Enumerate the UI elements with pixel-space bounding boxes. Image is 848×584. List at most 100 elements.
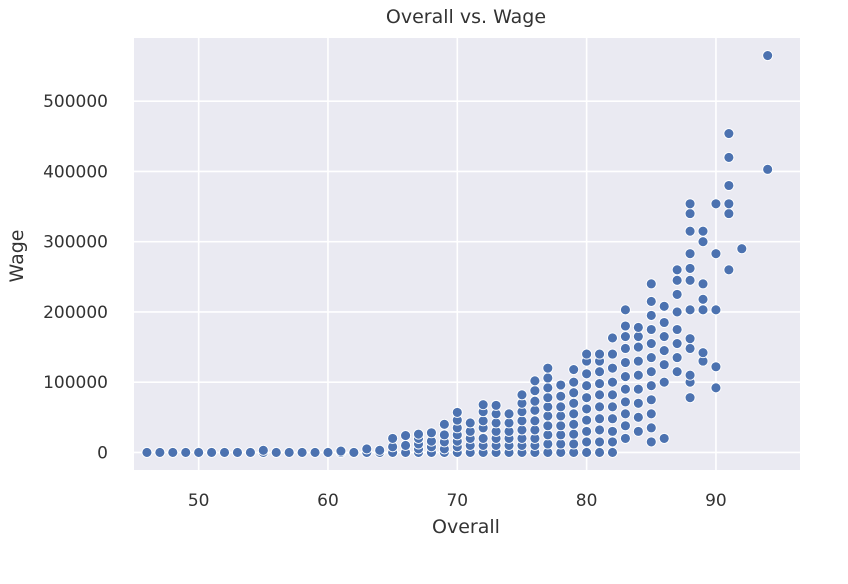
data-point (568, 418, 580, 430)
y-axis-ticks: 0 100000 200000 300000 400000 500000 (43, 92, 108, 463)
data-point (555, 429, 567, 441)
data-point (206, 446, 218, 458)
data-point (619, 331, 631, 342)
data-point (568, 397, 580, 409)
data-point (477, 399, 489, 411)
data-point (141, 446, 153, 458)
data-point (542, 392, 554, 404)
data-point (555, 379, 567, 391)
data-point (309, 446, 321, 458)
data-point (568, 387, 580, 399)
data-point (581, 392, 593, 404)
data-point (438, 429, 450, 441)
x-axis-title: Overall (432, 516, 500, 538)
data-point (632, 341, 644, 353)
data-point (645, 394, 657, 406)
data-point (607, 376, 618, 388)
data-point (244, 446, 256, 458)
data-point (322, 446, 334, 458)
data-point (671, 338, 683, 350)
data-point (607, 436, 618, 448)
data-point (568, 376, 580, 388)
data-point (658, 300, 670, 312)
data-point (619, 420, 631, 432)
data-point (425, 427, 437, 439)
data-point (710, 248, 722, 260)
data-point (607, 401, 618, 413)
data-point (697, 225, 709, 237)
data-point (671, 264, 683, 276)
data-points (141, 50, 774, 458)
data-point (516, 424, 528, 436)
data-point (594, 436, 606, 448)
data-point (632, 383, 644, 395)
data-point (671, 274, 683, 286)
data-point (594, 348, 606, 360)
data-point (632, 411, 644, 423)
data-point (607, 446, 618, 458)
data-point (542, 401, 554, 413)
data-point (283, 446, 295, 458)
x-tick-label: 50 (188, 491, 210, 511)
data-point (684, 262, 696, 274)
data-point (710, 304, 722, 316)
data-point (762, 163, 774, 175)
plot-area (134, 38, 800, 470)
data-point (451, 406, 463, 418)
data-point (581, 380, 593, 392)
x-tick-label: 90 (705, 491, 727, 511)
data-point (348, 446, 360, 458)
data-point (684, 392, 696, 404)
data-point (619, 320, 631, 332)
data-point (529, 385, 541, 397)
data-point (619, 432, 631, 444)
data-point (477, 432, 489, 444)
data-point (723, 180, 735, 191)
data-point (529, 415, 541, 427)
data-point (542, 362, 554, 374)
data-point (607, 389, 618, 401)
data-point (581, 446, 593, 458)
y-tick-label: 500000 (43, 92, 108, 112)
data-point (607, 413, 618, 425)
data-point (697, 236, 709, 248)
data-point (619, 383, 631, 395)
data-point (542, 410, 554, 422)
data-point (710, 361, 722, 373)
data-point (697, 304, 709, 316)
data-point (632, 369, 644, 381)
data-point (645, 380, 657, 392)
data-point (335, 445, 347, 457)
data-point (400, 439, 412, 451)
data-point (594, 446, 606, 458)
data-point (658, 359, 670, 371)
data-point (645, 338, 657, 350)
data-point (542, 429, 554, 441)
x-tick-label: 60 (317, 491, 339, 511)
data-point (658, 376, 670, 388)
data-point (671, 306, 683, 318)
data-point (671, 288, 683, 300)
data-point (645, 324, 657, 335)
x-axis-ticks: 50 60 70 80 90 (188, 491, 727, 511)
data-point (697, 278, 709, 290)
data-point (658, 345, 670, 357)
data-point (490, 399, 502, 411)
data-point (568, 408, 580, 420)
data-point (555, 390, 567, 402)
data-point (619, 304, 631, 316)
data-point (270, 446, 282, 458)
data-point (710, 382, 722, 394)
data-point (684, 333, 696, 345)
data-point (632, 355, 644, 367)
data-point (529, 375, 541, 387)
data-point (413, 428, 424, 440)
data-point (581, 436, 593, 448)
data-point (697, 347, 709, 359)
data-point (581, 403, 593, 415)
data-point (645, 310, 657, 321)
data-point (671, 324, 683, 335)
data-point (632, 397, 644, 409)
data-point (193, 446, 205, 458)
